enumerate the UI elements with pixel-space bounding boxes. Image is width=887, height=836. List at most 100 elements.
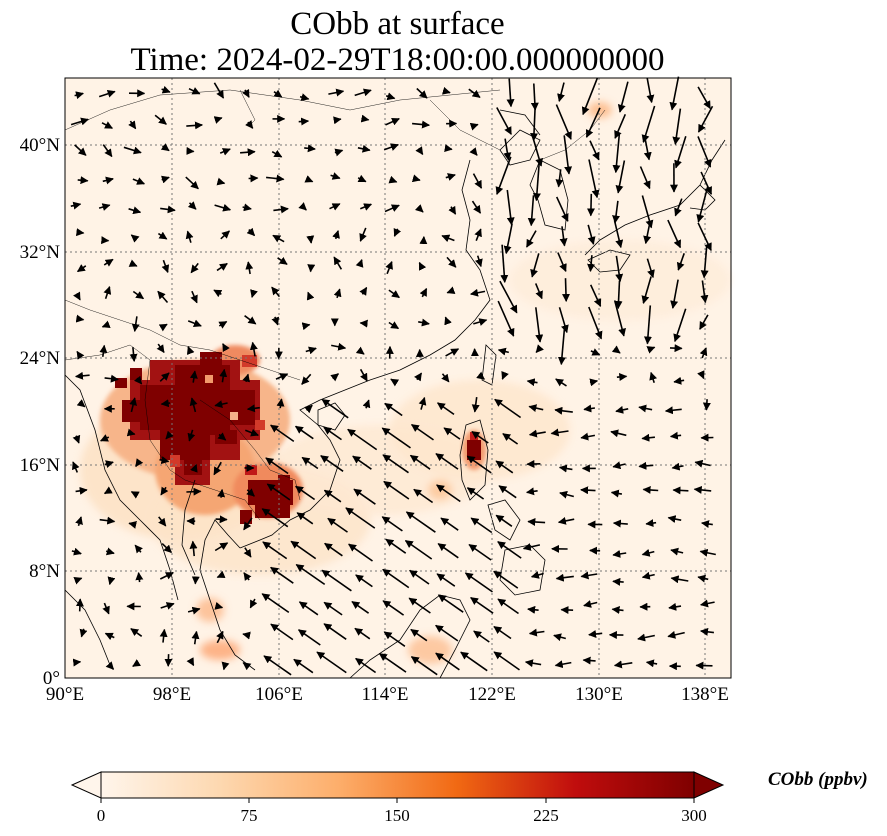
wind-arrow bbox=[557, 328, 566, 366]
wind-arrow bbox=[187, 429, 196, 442]
wind-arrow bbox=[664, 406, 682, 415]
wind-arrow bbox=[528, 628, 545, 637]
wind-arrow bbox=[673, 308, 687, 343]
wind-arrow bbox=[217, 488, 226, 498]
wind-arrow bbox=[610, 429, 627, 438]
wind-arrow bbox=[497, 598, 519, 615]
wind-arrow bbox=[297, 629, 321, 646]
wind-arrow bbox=[359, 286, 368, 296]
wind-arrow bbox=[413, 488, 434, 504]
wind-arrow bbox=[612, 577, 624, 586]
wind-arrow bbox=[405, 511, 436, 533]
wind-arrow bbox=[557, 82, 565, 102]
wind-arrow bbox=[469, 147, 478, 156]
wind-arrow bbox=[101, 121, 114, 129]
wind-arrow bbox=[273, 205, 289, 214]
wind-arrow bbox=[667, 219, 682, 249]
wind-arrow bbox=[388, 321, 400, 330]
wind-arrow bbox=[77, 176, 89, 185]
wind-arrow bbox=[641, 195, 654, 229]
wind-arrow bbox=[612, 461, 626, 470]
lon-tick-label: 138°E bbox=[681, 684, 729, 705]
wind-arrow bbox=[527, 518, 546, 527]
wind-arrow bbox=[555, 104, 572, 140]
wind-arrow bbox=[185, 230, 194, 243]
wind-arrow bbox=[611, 345, 621, 354]
wind-arrow bbox=[324, 542, 343, 557]
wind-arrow bbox=[186, 657, 195, 667]
wind-arrow bbox=[555, 196, 569, 222]
wind-arrow bbox=[271, 149, 283, 158]
wind-arrow bbox=[128, 120, 137, 130]
wind-arrow bbox=[103, 286, 112, 300]
wind-arrow bbox=[612, 133, 621, 174]
colorbar-label: CObb (ppbv) bbox=[768, 769, 868, 790]
wind-arrow bbox=[643, 305, 652, 345]
wind-arrow bbox=[270, 424, 295, 443]
wind-arrow bbox=[128, 259, 138, 267]
wind-arrow bbox=[468, 543, 492, 561]
wind-arrow bbox=[493, 651, 520, 671]
wind-arrow bbox=[187, 606, 201, 615]
wind-arrow bbox=[445, 348, 460, 357]
wind-arrow bbox=[646, 258, 655, 279]
wind-arrow bbox=[580, 571, 598, 580]
wind-arrow bbox=[74, 144, 87, 156]
wind-arrow bbox=[132, 177, 146, 185]
wind-arrow bbox=[472, 173, 483, 189]
wind-arrow bbox=[301, 322, 311, 331]
wind-arrow bbox=[411, 174, 421, 183]
wind-arrow bbox=[694, 459, 711, 468]
wind-arrow bbox=[645, 519, 657, 528]
wind-arrow bbox=[409, 569, 430, 585]
wind-arrow bbox=[160, 486, 169, 496]
wind-arrow bbox=[130, 628, 143, 637]
wind-arrow bbox=[75, 228, 85, 237]
wind-arrow bbox=[667, 630, 685, 639]
wind-arrow bbox=[615, 405, 629, 414]
wind-arrow bbox=[557, 252, 567, 273]
wind-arrow bbox=[419, 236, 428, 245]
wind-arrow bbox=[103, 486, 113, 495]
wind-arrow bbox=[330, 373, 340, 382]
wind-arrow bbox=[160, 143, 170, 152]
wind-arrow bbox=[157, 290, 169, 304]
wind-arrow bbox=[218, 320, 228, 329]
wind-arrow bbox=[530, 102, 539, 142]
wind-arrow bbox=[99, 344, 108, 357]
wind-arrow bbox=[242, 373, 250, 383]
wind-arrow bbox=[561, 278, 570, 302]
wind-arrow bbox=[495, 460, 514, 474]
wind-arrow bbox=[323, 489, 342, 503]
wind-arrow bbox=[351, 600, 370, 614]
wind-arrow bbox=[213, 82, 225, 99]
wind-arrow bbox=[382, 568, 410, 589]
wind-arrow bbox=[161, 85, 171, 94]
wind-arrow bbox=[613, 660, 633, 669]
wind-arrow bbox=[495, 514, 513, 527]
wind-arrow bbox=[385, 92, 396, 101]
wind-arrow bbox=[276, 398, 285, 409]
wind-arrow bbox=[190, 463, 198, 473]
wind-arrow bbox=[214, 400, 228, 409]
wind-arrow bbox=[639, 166, 651, 190]
wind-arrow bbox=[132, 659, 142, 667]
wind-arrow bbox=[554, 406, 573, 415]
wind-arrow bbox=[190, 262, 199, 274]
wind-arrow bbox=[123, 146, 142, 155]
wind-arrow bbox=[550, 428, 569, 437]
wind-arrow bbox=[104, 632, 115, 641]
lat-tick-label: 32°N bbox=[20, 242, 61, 263]
wind-arrow bbox=[580, 486, 596, 495]
wind-arrow bbox=[102, 176, 114, 185]
wind-arrow bbox=[464, 572, 493, 593]
wind-arrow bbox=[135, 572, 144, 583]
wind-arrow bbox=[436, 573, 456, 587]
wind-arrow bbox=[103, 258, 114, 267]
wind-arrow bbox=[643, 139, 652, 161]
wind-arrow bbox=[104, 460, 114, 468]
wind-arrow bbox=[133, 375, 143, 385]
wind-arrow bbox=[332, 230, 340, 240]
wind-arrow bbox=[265, 457, 289, 475]
wind-arrow bbox=[159, 628, 168, 643]
